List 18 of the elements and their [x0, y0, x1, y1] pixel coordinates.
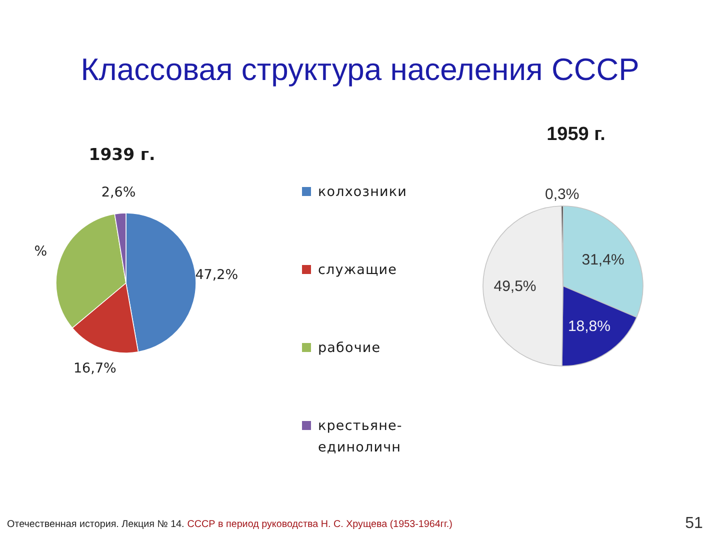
text: Отечественная история. Лекция № 14.	[7, 519, 184, 530]
data-label: 47,2%	[195, 267, 238, 284]
data-label: %	[34, 243, 48, 260]
legend-label: крестьяне-единоличн	[318, 418, 402, 456]
data-label: 49,5%	[494, 278, 536, 295]
chart-title: 1959 г.	[546, 124, 606, 145]
data-label: 31,4%	[582, 251, 624, 268]
chart-title: 1939 г.	[88, 145, 156, 164]
data-label: 0,3%	[545, 186, 580, 203]
data-label: 18,8%	[568, 318, 610, 335]
data-label: 2,6%	[101, 184, 136, 200]
legend-label: рабочие	[318, 340, 381, 356]
text: 51	[685, 515, 703, 532]
text: Классовая структура населения СССР	[80, 52, 640, 87]
data-label: 16,7%	[73, 360, 117, 377]
legend-label: служащие	[318, 262, 398, 278]
legend-label: колхозники	[318, 184, 407, 200]
text: СССР в период руководства Н. С. Хрущева (1953-1964гг.)	[187, 519, 452, 530]
